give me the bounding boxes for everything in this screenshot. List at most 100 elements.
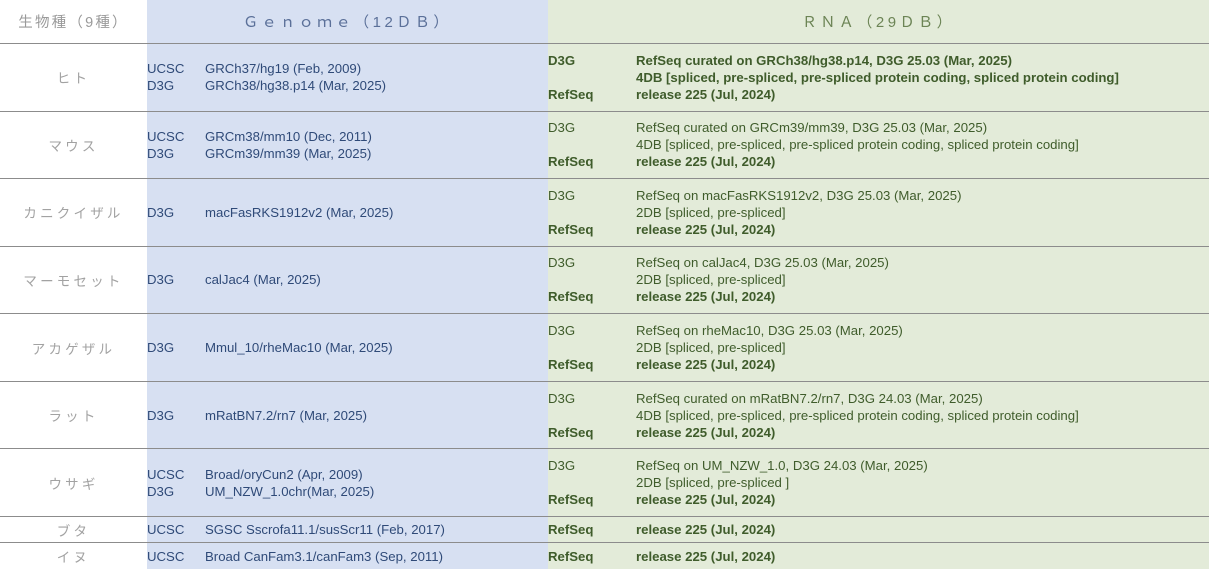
- genome-entry: UCSC SGSC Sscrofa11.1/susScr11 (Feb, 2017…: [147, 521, 548, 538]
- genome-assembly-cell: D3G Mmul_10/rheMac10 (Mar, 2025): [147, 313, 548, 382]
- rna-entry-value: RefSeq curated on GRCh38/hg38.p14, D3G 2…: [636, 52, 1012, 68]
- species-name-cell: ラット: [0, 381, 147, 450]
- rna-entry-source-label: D3G: [548, 52, 576, 68]
- table-row: アカゲザル D3G Mmul_10/rheMac10 (Mar, 2025) D3G R…: [0, 313, 1209, 382]
- genome-entry-value: GRCm39/mm39 (Mar, 2025): [205, 145, 372, 161]
- rna-entry-list: D3G RefSeq curated on GRCh38/hg38.p14, D3…: [548, 50, 1209, 105]
- genome-entry-list: D3G mRatBN7.2/rn7 (Mar, 2025): [147, 405, 548, 426]
- table-body: ヒト UCSC GRCh37/hg19 (Feb, 2009) D3G GRCh38/h…: [0, 43, 1209, 569]
- rna-entry-source-label: D3G: [548, 458, 576, 474]
- rna-entry-value: release 225 (Jul, 2024): [636, 221, 776, 237]
- genome-entry-source-label: UCSC: [147, 61, 185, 77]
- rna-entry-source-label: D3G: [548, 390, 576, 406]
- rna-entry-source-label: RefSeq: [548, 86, 594, 102]
- genome-entry: UCSC Broad CanFam3.1/canFam3 (Sep, 2011): [147, 548, 548, 565]
- genome-entry-source-label: UCSC: [147, 548, 185, 564]
- column-header-rna: ＲＮＡ（29ＤＢ）: [548, 0, 1209, 44]
- rna-entry-continuation: D3G2DB [spliced, pre-spliced ]: [548, 474, 1209, 491]
- rna-entry: D3G RefSeq on rheMac10, D3G 25.03 (Mar, 2…: [548, 322, 1209, 339]
- genome-entry-list: UCSC GRCh37/hg19 (Feb, 2009) D3G GRCh38/hg3…: [147, 58, 548, 96]
- rna-entry-value: RefSeq curated on GRCm39/mm39, D3G 25.03…: [636, 120, 988, 136]
- rna-entry-source-label: RefSeq: [548, 357, 594, 373]
- rna-database-cell: D3G RefSeq on calJac4, D3G 25.03 (Mar, 20…: [548, 246, 1209, 315]
- rna-entry-value: RefSeq on macFasRKS1912v2, D3G 25.03 (Ma…: [636, 187, 962, 203]
- rna-entry: RefSeq release 225 (Jul, 2024): [548, 221, 1209, 238]
- rna-entry: RefSeq release 225 (Jul, 2024): [548, 521, 1209, 538]
- table-row: マーモセット D3G calJac4 (Mar, 2025) D3G RefSeq on…: [0, 246, 1209, 315]
- rna-entry: RefSeq release 225 (Jul, 2024): [548, 153, 1209, 170]
- genome-entry-source-label: UCSC: [147, 466, 185, 482]
- rna-entry: D3G RefSeq curated on GRCm39/mm39, D3G 25…: [548, 119, 1209, 136]
- genome-entry-source-label: D3G: [147, 483, 175, 499]
- rna-entry-list: RefSeq release 225 (Jul, 2024): [548, 519, 1209, 540]
- rna-entry-list: D3G RefSeq on UM_NZW_1.0, D3G 24.03 (Mar,…: [548, 455, 1209, 510]
- table-row: カニクイザル D3G macFasRKS1912v2 (Mar, 2025) D3G R…: [0, 178, 1209, 247]
- species-name-cell: ウサギ: [0, 448, 147, 517]
- rna-entry-value: RefSeq on rheMac10, D3G 25.03 (Mar, 2025…: [636, 323, 903, 339]
- rna-entry-source-label: RefSeq: [548, 548, 594, 564]
- species-name-cell: マーモセット: [0, 246, 147, 315]
- rna-entry-continuation-value: 4DB [spliced, pre-spliced, pre-spliced p…: [636, 407, 1079, 423]
- rna-entry-continuation: D3G4DB [spliced, pre-spliced, pre-splice…: [548, 136, 1209, 153]
- rna-database-cell: D3G RefSeq on rheMac10, D3G 25.03 (Mar, 2…: [548, 313, 1209, 382]
- genome-entry-source-label: D3G: [147, 407, 175, 423]
- rna-entry-value: release 225 (Jul, 2024): [636, 492, 776, 508]
- rna-entry-continuation-value: 2DB [spliced, pre-spliced]: [636, 204, 786, 220]
- rna-entry-value: release 225 (Jul, 2024): [636, 289, 776, 305]
- rna-entry-list: D3G RefSeq on rheMac10, D3G 25.03 (Mar, 2…: [548, 320, 1209, 375]
- rna-entry-value: release 225 (Jul, 2024): [636, 86, 776, 102]
- column-header-species: 生物種（9種）: [0, 0, 147, 44]
- genome-entry-value: SGSC Sscrofa11.1/susScr11 (Feb, 2017): [205, 522, 445, 538]
- genome-entry-value: Mmul_10/rheMac10 (Mar, 2025): [205, 340, 393, 356]
- rna-entry-source-label: D3G: [548, 187, 576, 203]
- genome-entry-value: calJac4 (Mar, 2025): [205, 272, 321, 288]
- genome-entry-source-label: D3G: [147, 272, 175, 288]
- genome-entry-list: UCSC SGSC Sscrofa11.1/susScr11 (Feb, 2017…: [147, 519, 548, 540]
- species-name-cell: ヒト: [0, 43, 147, 112]
- genome-assembly-cell: D3G mRatBN7.2/rn7 (Mar, 2025): [147, 381, 548, 450]
- rna-entry-value: release 225 (Jul, 2024): [636, 154, 776, 170]
- rna-entry-continuation-value: 2DB [spliced, pre-spliced ]: [636, 475, 790, 491]
- rna-database-cell: RefSeq release 225 (Jul, 2024): [548, 516, 1209, 544]
- genome-assembly-cell: D3G macFasRKS1912v2 (Mar, 2025): [147, 178, 548, 247]
- rna-entry: RefSeq release 225 (Jul, 2024): [548, 288, 1209, 305]
- rna-entry-source-label: RefSeq: [548, 221, 594, 237]
- genome-entry-value: GRCm38/mm10 (Dec, 2011): [205, 128, 372, 144]
- genome-entry: D3G Mmul_10/rheMac10 (Mar, 2025): [147, 339, 548, 356]
- genome-entry-value: GRCh38/hg38.p14 (Mar, 2025): [205, 78, 387, 94]
- genome-entry: D3G UM_NZW_1.0chr(Mar, 2025): [147, 483, 548, 500]
- table-row: ヒト UCSC GRCh37/hg19 (Feb, 2009) D3G GRCh38/h…: [0, 43, 1209, 112]
- genome-entry: D3G mRatBN7.2/rn7 (Mar, 2025): [147, 407, 548, 424]
- rna-entry-list: D3G RefSeq curated on GRCm39/mm39, D3G 25…: [548, 117, 1209, 172]
- genome-entry-list: UCSC GRCm38/mm10 (Dec, 2011) D3G GRCm39/mm3…: [147, 126, 548, 164]
- rna-database-cell: D3G RefSeq curated on GRCh38/hg38.p14, D3…: [548, 43, 1209, 112]
- species-name-cell: アカゲザル: [0, 313, 147, 382]
- genome-assembly-cell: UCSC SGSC Sscrofa11.1/susScr11 (Feb, 2017…: [147, 516, 548, 544]
- rna-database-cell: D3G RefSeq curated on mRatBN7.2/rn7, D3G …: [548, 381, 1209, 450]
- genome-entry: UCSC GRCm38/mm10 (Dec, 2011): [147, 128, 548, 145]
- rna-entry: RefSeq release 225 (Jul, 2024): [548, 356, 1209, 373]
- rna-entry: D3G RefSeq curated on mRatBN7.2/rn7, D3G …: [548, 390, 1209, 407]
- rna-database-cell: RefSeq release 225 (Jul, 2024): [548, 542, 1209, 569]
- rna-entry-list: RefSeq release 225 (Jul, 2024): [548, 546, 1209, 567]
- column-header-genome: Ｇｅｎｏｍｅ（12ＤＢ）: [147, 0, 548, 44]
- genome-assembly-cell: UCSC Broad/oryCun2 (Apr, 2009) D3G UM_NZW_1…: [147, 448, 548, 517]
- rna-entry-source-label: D3G: [548, 323, 576, 339]
- rna-entry: RefSeq release 225 (Jul, 2024): [548, 548, 1209, 565]
- genome-entry-value: Broad/oryCun2 (Apr, 2009): [205, 466, 363, 482]
- genome-entry-list: UCSC Broad/oryCun2 (Apr, 2009) D3G UM_NZW_1…: [147, 464, 548, 502]
- rna-database-cell: D3G RefSeq on UM_NZW_1.0, D3G 24.03 (Mar,…: [548, 448, 1209, 517]
- genome-entry: D3G macFasRKS1912v2 (Mar, 2025): [147, 204, 548, 221]
- genome-entry: D3G calJac4 (Mar, 2025): [147, 271, 548, 288]
- rna-entry-continuation: D3G4DB [spliced, pre-spliced, pre-splice…: [548, 69, 1209, 86]
- species-name-cell: イヌ: [0, 542, 147, 569]
- rna-entry: D3G RefSeq on calJac4, D3G 25.03 (Mar, 20…: [548, 254, 1209, 271]
- rna-entry-continuation-value: 4DB [spliced, pre-spliced, pre-spliced p…: [636, 69, 1119, 85]
- species-name-cell: ブタ: [0, 516, 147, 544]
- rna-entry-list: D3G RefSeq curated on mRatBN7.2/rn7, D3G …: [548, 388, 1209, 443]
- genome-entry-source-label: D3G: [147, 340, 175, 356]
- genome-assembly-cell: D3G calJac4 (Mar, 2025): [147, 246, 548, 315]
- table-row: イヌ UCSC Broad CanFam3.1/canFam3 (Sep, 2011…: [0, 542, 1209, 569]
